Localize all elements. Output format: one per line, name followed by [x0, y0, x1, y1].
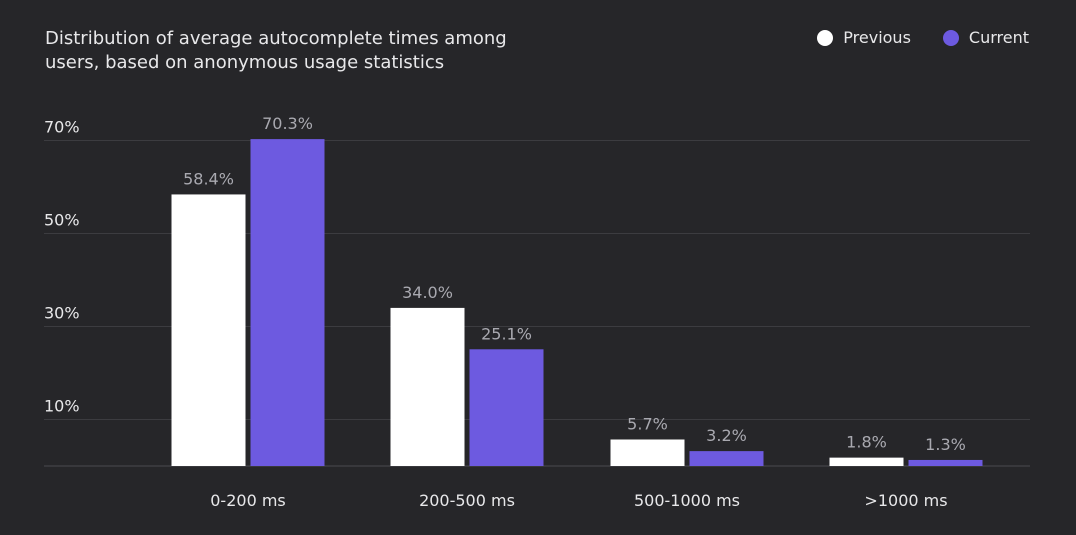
data-label: 1.8% — [846, 433, 887, 452]
bar-previous — [171, 194, 246, 466]
y-tick-label: 50% — [44, 211, 80, 230]
x-tick-label: 0-200 ms — [210, 491, 286, 510]
bar-previous — [829, 457, 904, 466]
data-label: 58.4% — [183, 169, 234, 188]
y-tick-label: 70% — [44, 118, 80, 137]
bar-current — [469, 349, 544, 466]
legend-item-previous: Previous — [817, 28, 911, 48]
y-tick-label: 30% — [44, 304, 80, 323]
legend-swatch-previous — [817, 30, 834, 46]
x-tick-label: >1000 ms — [864, 491, 947, 510]
y-tick-label: 10% — [44, 397, 80, 416]
legend-item-current: Current — [942, 28, 1029, 48]
legend-label-previous: Previous — [843, 28, 911, 47]
bar-current — [908, 459, 983, 466]
x-tick-label: 200-500 ms — [419, 491, 515, 510]
bar-previous — [390, 307, 465, 466]
chart-title: Distribution of average autocomplete tim… — [45, 28, 507, 73]
bar-previous — [610, 439, 685, 466]
legend: Previous Current — [817, 28, 1029, 48]
legend-swatch-current — [942, 30, 959, 46]
data-label: 5.7% — [627, 414, 668, 433]
legend-label-current: Current — [968, 28, 1029, 47]
bar-current — [689, 451, 764, 466]
data-label: 25.1% — [481, 324, 532, 343]
data-label: 34.0% — [402, 283, 453, 302]
data-label: 3.2% — [706, 426, 747, 445]
data-label: 1.3% — [925, 435, 966, 454]
data-label: 70.3% — [262, 114, 313, 133]
x-tick-label: 500-1000 ms — [634, 491, 740, 510]
bar-current — [250, 139, 325, 467]
